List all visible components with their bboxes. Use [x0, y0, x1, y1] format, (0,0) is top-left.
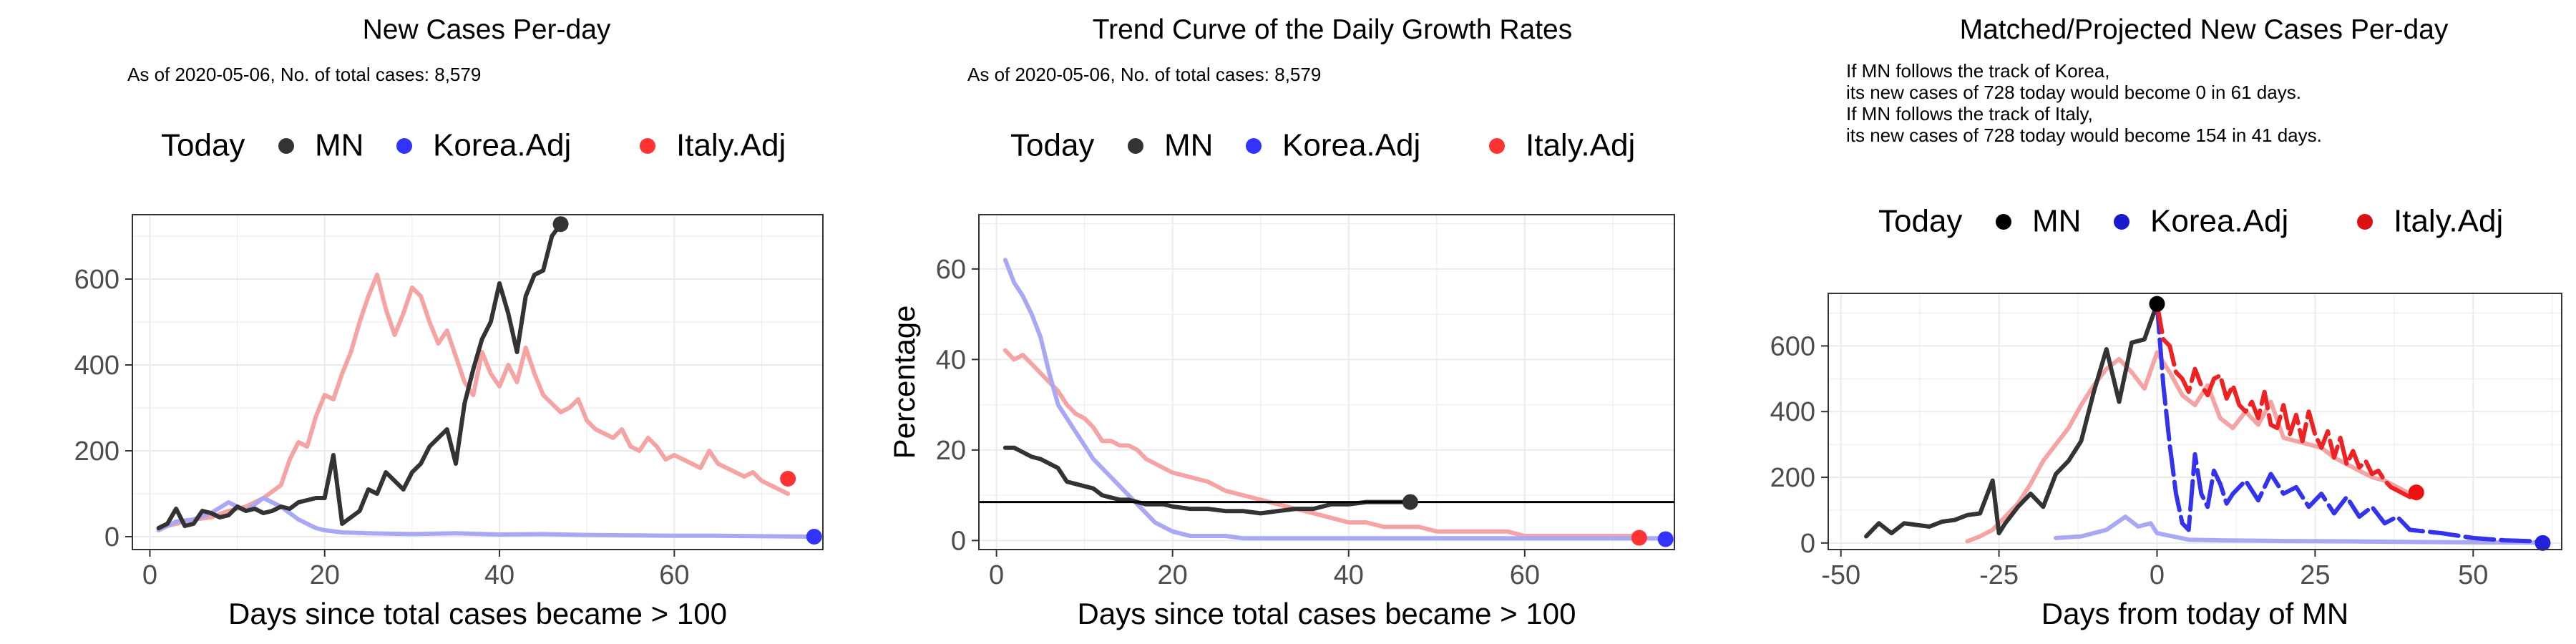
x-tick-label: 20: [310, 560, 340, 590]
series-line-italy-adj-projected-: [2155, 301, 2419, 499]
y-tick-label: 400: [74, 351, 119, 381]
series-line-korea-adj: [156, 496, 816, 539]
x-tick-label: 60: [659, 560, 689, 590]
today-point-korea-adj: [1657, 531, 1674, 547]
chart-panel-3: Matched/Projected New Cases Per-day If MN…: [1770, 14, 2562, 630]
x-tick-label: 40: [1334, 560, 1364, 590]
x-tick-label: 40: [484, 560, 514, 590]
chart-subtitle: As of 2020-05-06, No. of total cases: 8,…: [127, 64, 481, 85]
today-point-mn: [552, 216, 569, 233]
series-line-korea-adj-projected-: [2155, 301, 2545, 545]
today-point-italy-adj: [2408, 484, 2424, 501]
x-tick-label: 50: [2458, 560, 2488, 590]
legend-title: Today: [1010, 128, 1094, 163]
legend-label-italy-adj: Italy.Adj: [1526, 128, 1635, 163]
series-line-mn: [1002, 445, 1413, 516]
today-point-italy-adj: [1631, 530, 1647, 546]
today-point-korea-adj: [2534, 535, 2551, 551]
today-point-italy-adj: [780, 471, 796, 487]
x-axis-label: Days since total cases became > 100: [1078, 597, 1576, 630]
plot-border: [132, 214, 824, 550]
series-line-korea-adj: [1002, 258, 1668, 541]
legend-label-mn: MN: [315, 128, 364, 163]
gridlines: [979, 215, 1674, 550]
legend-marker-mn: [1128, 138, 1143, 154]
legend-label-korea-adj: Korea.Adj: [433, 128, 571, 163]
chart-panel-2: Trend Curve of the Daily Growth Rates As …: [887, 14, 1675, 630]
legend-label-korea-adj: Korea.Adj: [2150, 204, 2288, 239]
today-point-mn: [2149, 296, 2165, 312]
plot-border: [1828, 293, 2562, 550]
y-tick-label: 20: [936, 436, 966, 466]
x-tick-label: 60: [1510, 560, 1540, 590]
chart-subtitle: If MN follows the track of Korea,: [1846, 60, 2109, 82]
x-tick-label: 20: [1158, 560, 1188, 590]
legend-label-mn: MN: [2032, 204, 2081, 239]
legend-marker-korea-adj: [1246, 138, 1262, 154]
chart-subtitle: As of 2020-05-06, No. of total cases: 8,…: [967, 64, 1321, 85]
x-tick-label: 0: [142, 560, 157, 590]
x-tick-label: -50: [1821, 560, 1860, 590]
legend-marker-korea-adj: [396, 138, 412, 154]
legend-title: Today: [1878, 204, 1962, 239]
y-axis-label: Percentage: [887, 306, 921, 459]
y-tick-label: 60: [936, 255, 966, 285]
series-line-italy-adj: [156, 273, 791, 530]
series-line-mn: [1864, 301, 2160, 539]
legend: Today MN Korea.Adj Italy.Adj: [1878, 204, 2503, 239]
y-tick-label: 0: [951, 526, 966, 556]
legend-marker-mn: [1996, 214, 2011, 230]
series-line-mn: [156, 222, 563, 530]
today-point-mn: [1402, 494, 1418, 510]
plot-area: [979, 215, 1674, 550]
x-tick-label: 0: [989, 560, 1004, 590]
gridlines: [1828, 293, 2562, 550]
chart-title: Trend Curve of the Daily Growth Rates: [1093, 14, 1572, 45]
series-line-korea-adj-matched-: [2054, 514, 2539, 545]
x-tick-label: -25: [1979, 560, 2019, 590]
chart-title: New Cases Per-day: [363, 14, 611, 45]
y-tick-label: 40: [936, 345, 966, 375]
plot-area: [1828, 293, 2562, 550]
legend: Today MN Korea.Adj Italy.Adj: [1010, 128, 1635, 163]
legend-title: Today: [161, 128, 245, 163]
x-tick-label: 25: [2300, 560, 2330, 590]
y-tick-label: 600: [74, 265, 119, 295]
chart-subtitle: its new cases of 728 today would become …: [1846, 125, 2322, 146]
y-tick-label: 0: [1800, 529, 1815, 559]
y-tick-label: 400: [1770, 397, 1815, 427]
chart-title: Matched/Projected New Cases Per-day: [1960, 14, 2449, 45]
legend-marker-italy-adj: [2357, 214, 2373, 230]
x-axis-label: Days from today of MN: [2041, 597, 2348, 630]
legend-marker-korea-adj: [2114, 214, 2129, 230]
x-tick-label: 0: [2150, 560, 2165, 590]
legend-label-mn: MN: [1164, 128, 1213, 163]
chart-subtitle: If MN follows the track of Italy,: [1846, 103, 2093, 125]
legend-label-italy-adj: Italy.Adj: [2394, 204, 2503, 239]
y-tick-label: 200: [74, 436, 119, 467]
legend-marker-italy-adj: [1489, 138, 1505, 154]
legend: Today MN Korea.Adj Italy.Adj: [161, 128, 786, 163]
today-point-korea-adj: [806, 529, 822, 545]
y-tick-label: 0: [104, 522, 119, 552]
y-tick-label: 600: [1770, 331, 1815, 361]
legend-marker-mn: [278, 138, 294, 154]
chart-panel-1: New Cases Per-day As of 2020-05-06, No. o…: [74, 14, 824, 630]
x-axis-label: Days since total cases became > 100: [228, 597, 727, 630]
plot-border: [978, 214, 1675, 550]
series-line-italy-adj: [1002, 348, 1641, 538]
chart-subtitle: its new cases of 728 today would become …: [1846, 82, 2301, 103]
legend-label-korea-adj: Korea.Adj: [1282, 128, 1420, 163]
series-line-italy-adj-matched-: [1965, 350, 2412, 544]
legend-marker-italy-adj: [640, 138, 655, 154]
legend-label-italy-adj: Italy.Adj: [676, 128, 786, 163]
y-tick-label: 200: [1770, 463, 1815, 493]
